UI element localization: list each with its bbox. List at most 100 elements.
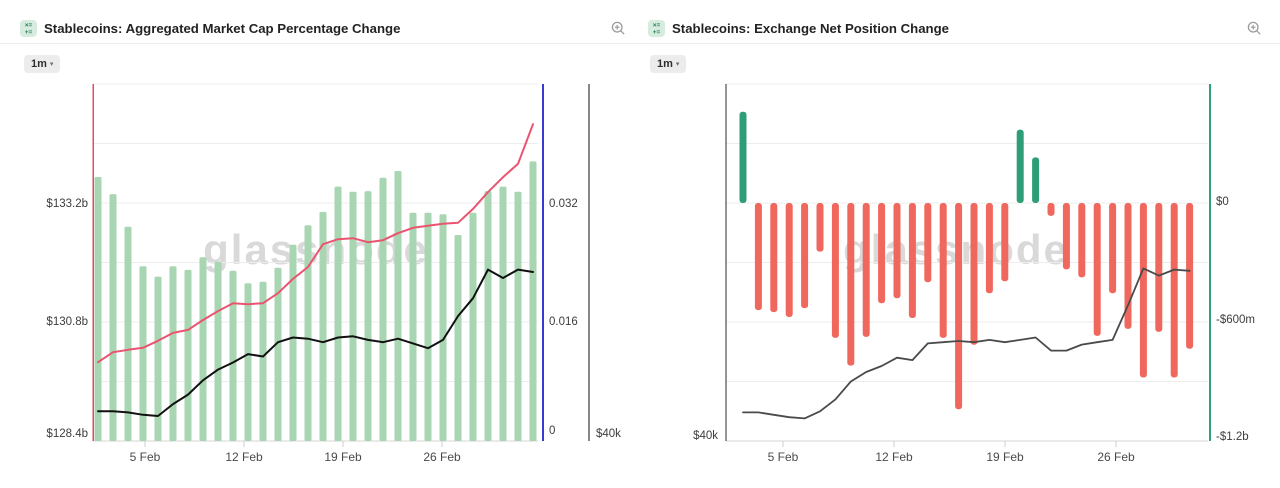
market-cap-pct-change-bar[interactable]: [454, 235, 462, 441]
exchange-net-position-change-bar[interactable]: [955, 203, 963, 410]
exchange-net-position-change-bar[interactable]: [1155, 203, 1163, 332]
market-cap-pct-change-bar[interactable]: [214, 261, 222, 441]
market-cap-pct-change-bar[interactable]: [229, 270, 237, 441]
exchange-net-position-change-bar[interactable]: [785, 203, 793, 317]
exchange-net-position-change-bar[interactable]: [801, 203, 809, 309]
market-cap-pct-change-bar[interactable]: [364, 191, 372, 441]
exchange-net-position-change-bar[interactable]: [939, 203, 947, 338]
exchange-net-position-change-bar[interactable]: [893, 203, 901, 299]
market-cap-pct-change-chart[interactable]: $133.2b $130.8b $128.4b 0.032 0.016 0 $40k 5 Fe…: [0, 0, 634, 488]
market-cap-pct-change-bar[interactable]: [484, 191, 492, 441]
market-cap-pct-change-bar[interactable]: [469, 212, 477, 441]
x-tick-label: 26 Feb: [1097, 450, 1135, 464]
exchange-net-position-change-bar[interactable]: [1001, 203, 1009, 282]
y-axis-tick-label: $40k: [693, 430, 718, 442]
formula-list-icon: ×= +=: [648, 20, 665, 37]
x-tick-label: 5 Feb: [768, 450, 799, 464]
exchange-net-position-change-bar[interactable]: [1016, 129, 1024, 203]
formula-list-icon: ×= +=: [20, 20, 37, 37]
y-axis-tick-label: $133.2b: [46, 198, 88, 210]
zoom-in-icon[interactable]: [611, 21, 626, 36]
exchange-net-position-change-bar[interactable]: [1032, 157, 1040, 203]
market-cap-pct-change-bar[interactable]: [499, 186, 507, 441]
market-cap-pct-change-bar[interactable]: [289, 244, 297, 441]
market-cap-pct-change-bar[interactable]: [394, 171, 402, 441]
panel-exchange-net-position-change: ×= += Stablecoins: Exchange Net Position…: [634, 0, 1280, 488]
x-tick-label: 19 Feb: [986, 450, 1024, 464]
exchange-net-position-change-bar[interactable]: [739, 111, 747, 203]
x-tick-label: 12 Feb: [875, 450, 913, 464]
market-cap-pct-change-bar[interactable]: [514, 191, 522, 441]
chevron-down-icon: ▾: [675, 60, 680, 68]
market-cap-pct-change-bar[interactable]: [244, 283, 252, 441]
market-cap-pct-change-bar[interactable]: [139, 266, 147, 441]
exchange-net-position-change-bar[interactable]: [831, 203, 839, 338]
y-axis-tick-label: -$1.2b: [1216, 431, 1249, 443]
market-cap-pct-change-bar[interactable]: [349, 191, 357, 441]
y-axis-tick-label: $0: [1216, 196, 1229, 208]
market-cap-pct-change-bar[interactable]: [424, 212, 432, 441]
timeframe-value: 1m: [31, 58, 47, 70]
x-tick-label: 26 Feb: [423, 450, 461, 464]
exchange-net-position-change-bar[interactable]: [878, 203, 886, 304]
x-tick-label: 5 Feb: [130, 450, 161, 464]
market-cap-pct-change-bar[interactable]: [529, 161, 537, 441]
exchange-net-position-change-bar[interactable]: [1124, 203, 1132, 329]
exchange-net-position-change-bar[interactable]: [1078, 203, 1086, 278]
exchange-net-position-change-bar[interactable]: [770, 203, 778, 313]
exchange-net-position-change-bar[interactable]: [847, 203, 855, 366]
market-cap-pct-change-bar[interactable]: [169, 266, 177, 441]
exchange-net-position-change-bar[interactable]: [1093, 203, 1101, 336]
exchange-net-position-change-bar[interactable]: [862, 203, 870, 337]
chevron-down-icon: ▾: [49, 60, 54, 68]
exchange-net-position-change-bar[interactable]: [908, 203, 916, 318]
market-cap-pct-change-bar[interactable]: [304, 225, 312, 441]
market-cap-pct-change-bar[interactable]: [439, 214, 447, 441]
exchange-net-position-change-bar[interactable]: [924, 203, 932, 283]
zoom-in-icon[interactable]: [1247, 21, 1262, 36]
exchange-net-position-change-bar[interactable]: [1109, 203, 1117, 294]
exchange-net-position-change-bar[interactable]: [816, 203, 824, 252]
market-cap-pct-change-bar[interactable]: [409, 212, 417, 441]
page-title: Stablecoins: Exchange Net Position Chang…: [672, 21, 949, 36]
market-cap-pct-change-bar[interactable]: [154, 276, 162, 441]
price-line[interactable]: [742, 267, 1191, 420]
market-cap-pct-change-bar[interactable]: [94, 177, 102, 441]
exchange-net-position-change-bar[interactable]: [754, 203, 762, 311]
exchange-net-position-change-bar[interactable]: [1170, 203, 1178, 378]
x-tick-label: 19 Feb: [324, 450, 362, 464]
y-axis-tick-label: 0: [549, 425, 555, 437]
market-cap-pct-change-bar[interactable]: [379, 177, 387, 441]
timeframe-dropdown[interactable]: 1m ▾: [24, 55, 61, 73]
panel-market-cap-pct-change: ×= += Stablecoins: Aggregated Market Cap…: [0, 0, 635, 488]
aggregated-market-cap-line[interactable]: [97, 123, 534, 364]
page-title: Stablecoins: Aggregated Market Cap Perce…: [44, 21, 401, 36]
y-axis-tick-label: 0.016: [549, 316, 578, 328]
timeframe-dropdown[interactable]: 1m ▾: [650, 55, 687, 73]
market-cap-pct-change-bar[interactable]: [334, 186, 342, 441]
exchange-net-position-change-bar[interactable]: [1047, 203, 1055, 216]
market-cap-pct-change-bar[interactable]: [109, 194, 117, 441]
x-tick-label: 12 Feb: [225, 450, 263, 464]
y-axis-tick-label: $128.4b: [46, 428, 88, 440]
market-cap-pct-change-bar[interactable]: [259, 281, 267, 441]
exchange-net-position-change-bar[interactable]: [985, 203, 993, 294]
market-cap-pct-change-bar[interactable]: [124, 226, 132, 441]
y-axis-tick-label: $40k: [596, 428, 621, 440]
exchange-net-position-change-bar[interactable]: [1186, 203, 1194, 349]
market-cap-pct-change-bar[interactable]: [199, 257, 207, 441]
exchange-net-position-change-bar[interactable]: [1139, 203, 1147, 378]
y-axis-tick-label: -$600m: [1216, 314, 1255, 326]
y-axis-tick-label: $130.8b: [46, 316, 88, 328]
timeframe-value: 1m: [657, 58, 673, 70]
market-cap-pct-change-bar[interactable]: [319, 211, 327, 441]
market-cap-pct-change-bar[interactable]: [274, 267, 282, 441]
price-line[interactable]: [97, 268, 534, 417]
market-cap-pct-change-bar[interactable]: [184, 269, 192, 441]
panel-header: ×= += Stablecoins: Exchange Net Position…: [634, 0, 1280, 44]
exchange-net-position-change-chart[interactable]: $40k $0 -$600m -$1.2b 5 Feb 12 Feb 19 Feb 26 Fe…: [634, 0, 1280, 488]
y-axis-tick-label: 0.032: [549, 198, 578, 210]
exchange-net-position-change-bar[interactable]: [1062, 203, 1070, 270]
exchange-net-position-change-bar[interactable]: [970, 203, 978, 345]
